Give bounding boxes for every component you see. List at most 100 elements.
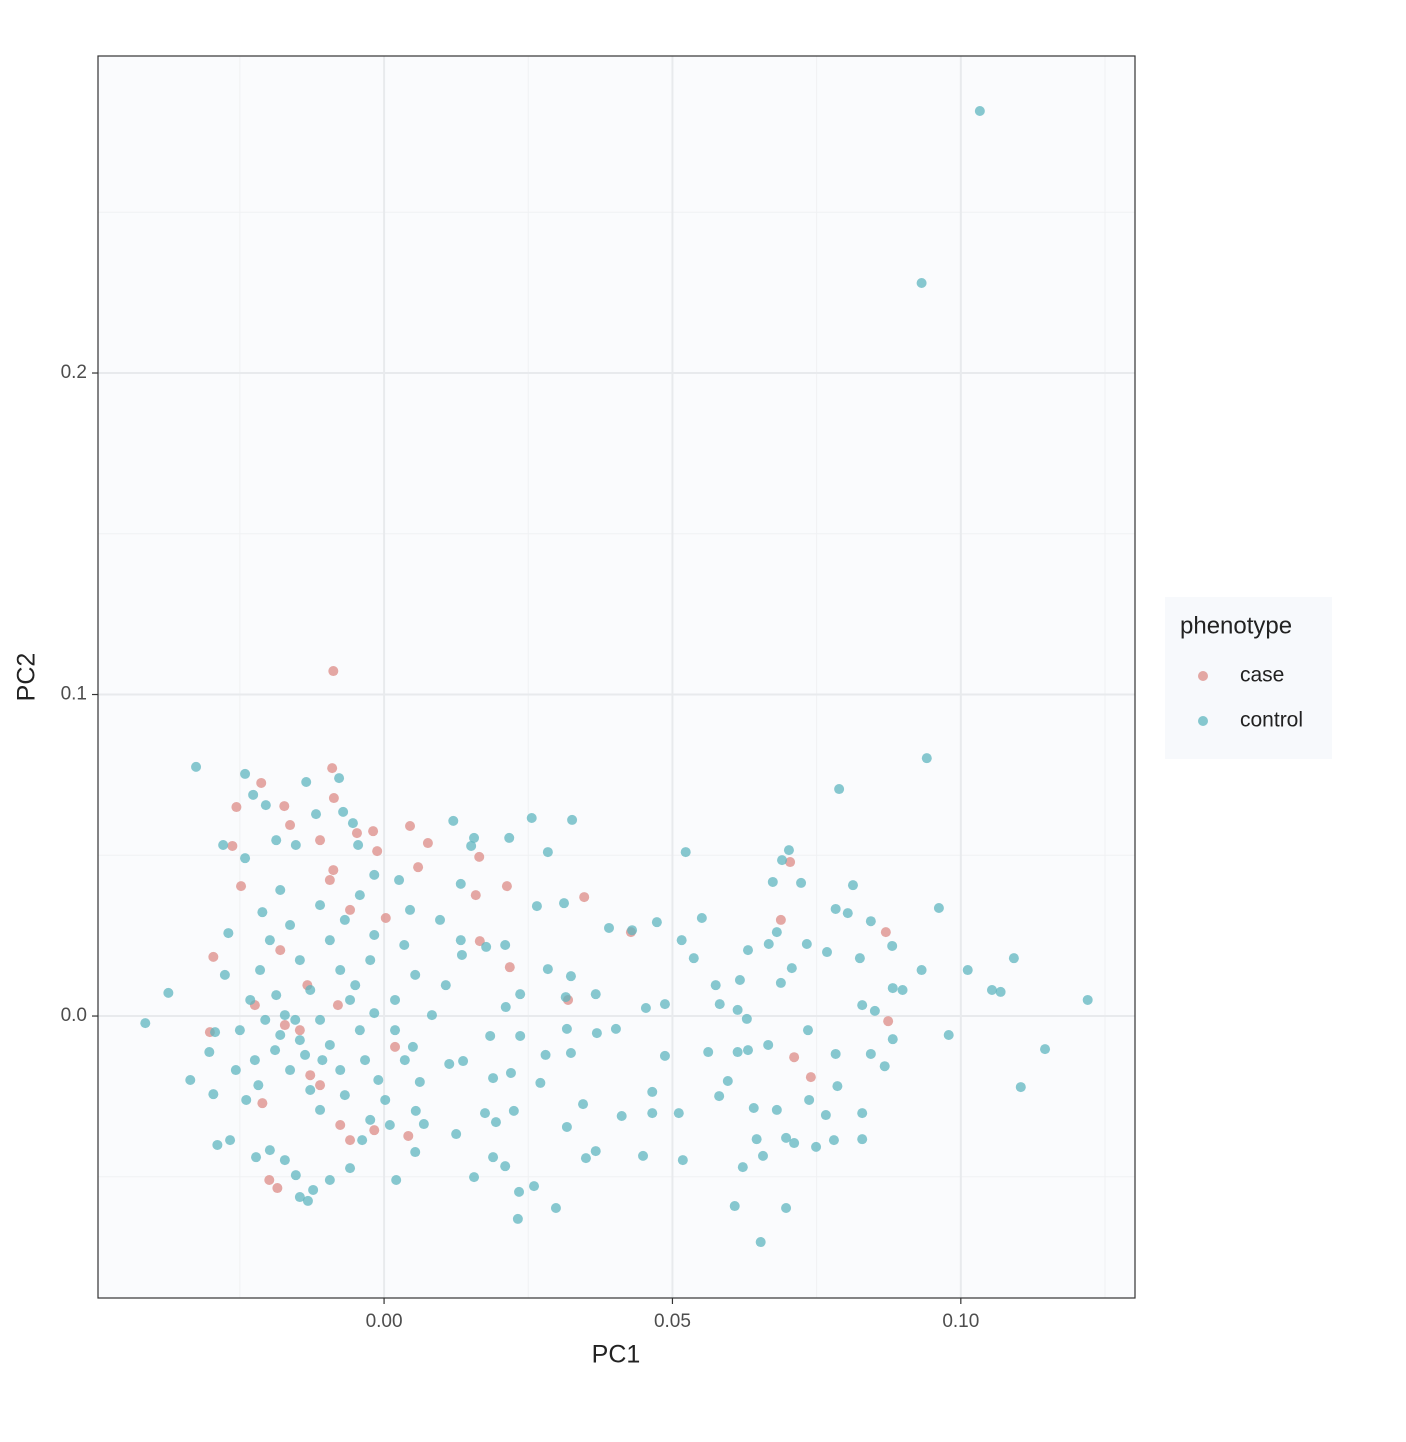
point xyxy=(714,1091,725,1102)
point xyxy=(811,1141,822,1152)
point xyxy=(591,1028,602,1039)
point xyxy=(260,1014,271,1025)
x-axis-title: PC1 xyxy=(592,1341,641,1369)
point xyxy=(501,881,512,892)
point xyxy=(610,1023,621,1034)
point xyxy=(335,1120,346,1131)
point xyxy=(444,1058,455,1069)
legend-label: case xyxy=(1240,664,1284,687)
point xyxy=(834,784,845,795)
point xyxy=(504,962,515,973)
point xyxy=(294,1035,305,1046)
point xyxy=(640,1002,651,1013)
point xyxy=(842,908,853,919)
point xyxy=(270,1045,281,1056)
point xyxy=(253,1080,264,1091)
point xyxy=(887,1034,898,1045)
point xyxy=(305,1084,316,1095)
point xyxy=(210,1027,221,1038)
point xyxy=(722,1075,733,1086)
point xyxy=(974,105,985,116)
point xyxy=(290,1170,301,1181)
point xyxy=(338,806,349,817)
point xyxy=(324,875,335,886)
point xyxy=(212,1139,223,1150)
point xyxy=(290,839,301,850)
point xyxy=(742,1045,753,1056)
point xyxy=(255,965,266,976)
point xyxy=(372,846,383,857)
point xyxy=(185,1075,196,1086)
point xyxy=(315,1080,326,1091)
point xyxy=(315,835,326,846)
point xyxy=(365,1114,376,1125)
point xyxy=(512,1213,523,1224)
point xyxy=(373,1075,384,1086)
point xyxy=(732,1047,743,1058)
point xyxy=(515,1030,526,1041)
point xyxy=(234,1025,245,1036)
point xyxy=(334,773,345,784)
point xyxy=(422,838,433,849)
point xyxy=(647,1086,658,1097)
point xyxy=(410,969,421,980)
point xyxy=(857,1000,868,1011)
point xyxy=(315,900,326,911)
point xyxy=(879,1061,890,1072)
point xyxy=(796,877,807,888)
y-axis-title: PC2 xyxy=(13,653,41,702)
point xyxy=(488,1152,499,1163)
point xyxy=(542,847,553,858)
point xyxy=(191,761,202,772)
point xyxy=(390,1041,401,1052)
point xyxy=(474,851,485,862)
point xyxy=(916,277,927,288)
point xyxy=(305,984,316,995)
point xyxy=(271,835,282,846)
point xyxy=(456,949,467,960)
point xyxy=(163,987,174,998)
point xyxy=(369,1125,380,1136)
point xyxy=(275,945,286,956)
point xyxy=(659,999,670,1010)
point xyxy=(458,1056,469,1067)
point xyxy=(279,1020,290,1031)
point xyxy=(407,1041,418,1052)
point xyxy=(789,1138,800,1149)
legend: case control xyxy=(1198,664,1303,732)
legend-title: phenotype xyxy=(1180,612,1292,639)
point xyxy=(500,939,511,950)
point xyxy=(748,1102,759,1113)
legend-box xyxy=(1165,597,1332,759)
point xyxy=(921,753,932,764)
point xyxy=(351,828,362,839)
point xyxy=(673,1108,684,1119)
point xyxy=(729,1201,740,1212)
plot-panel xyxy=(98,56,1135,1298)
point xyxy=(245,994,256,1005)
point xyxy=(830,1048,841,1059)
point xyxy=(290,1014,301,1025)
point xyxy=(676,935,687,946)
point xyxy=(488,1073,499,1084)
point xyxy=(315,1104,326,1115)
point xyxy=(249,1055,260,1066)
point xyxy=(294,1192,305,1203)
point xyxy=(515,989,526,1000)
point xyxy=(418,1119,429,1130)
point xyxy=(505,1067,516,1078)
point xyxy=(399,939,410,950)
point xyxy=(734,975,745,986)
point xyxy=(357,1135,368,1146)
point xyxy=(260,800,271,811)
y-tick-label: 0.0 xyxy=(61,1005,87,1026)
point xyxy=(300,1049,311,1060)
point xyxy=(580,1153,591,1164)
point xyxy=(869,1005,880,1016)
point xyxy=(962,965,973,976)
point xyxy=(474,936,485,947)
point xyxy=(140,1018,151,1029)
point xyxy=(865,1048,876,1059)
point xyxy=(335,965,346,976)
